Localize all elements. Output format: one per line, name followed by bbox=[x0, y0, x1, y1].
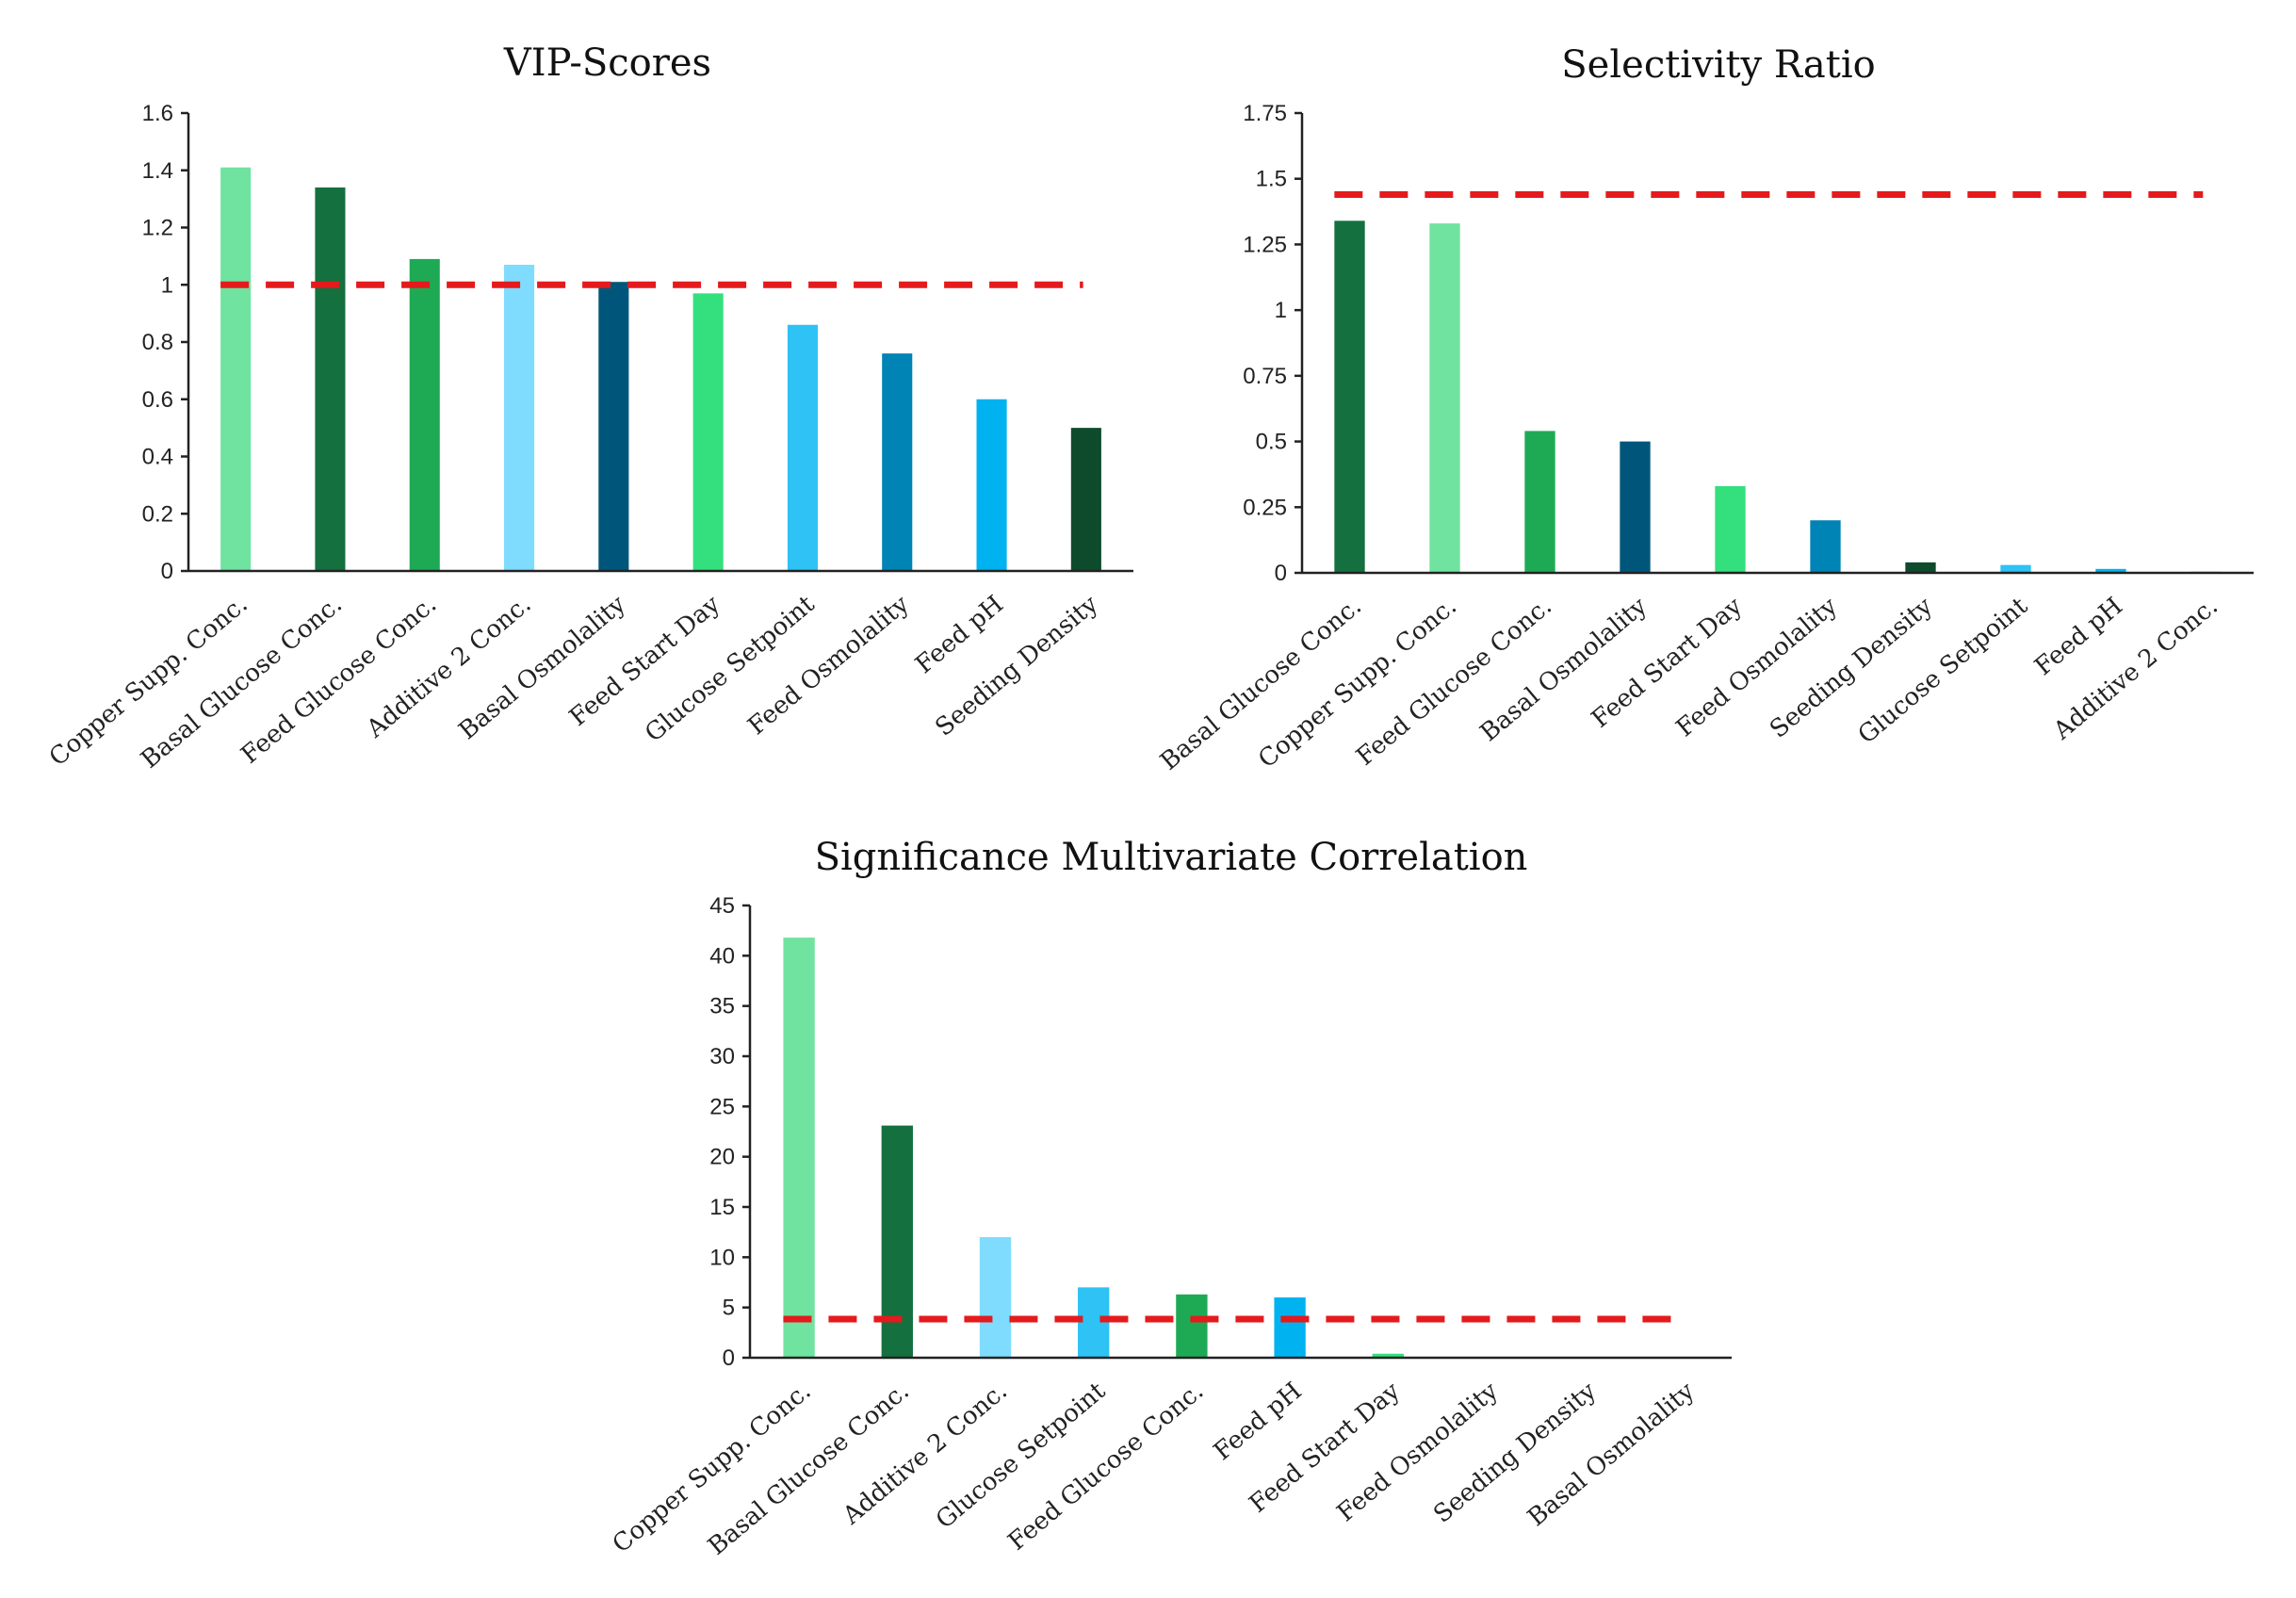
bar bbox=[2095, 568, 2126, 573]
chart-title: Selectivity Ratio bbox=[1561, 43, 1875, 87]
x-category-label: Glucose Setpoint bbox=[931, 1377, 1112, 1535]
y-tick-label: 1.5 bbox=[1256, 167, 1287, 192]
bar bbox=[220, 167, 252, 571]
bar bbox=[409, 258, 440, 571]
bar bbox=[1334, 220, 1365, 573]
y-tick-label: 30 bbox=[709, 1044, 735, 1069]
y-tick-label: 0.25 bbox=[1243, 495, 1287, 520]
y-tick-label: 40 bbox=[709, 943, 735, 969]
bar bbox=[1078, 1287, 1110, 1358]
x-category-label: Additive 2 Conc. bbox=[837, 1377, 1013, 1530]
selectivity-ratio-chart: Selectivity Ratio 0 0.25 0.5 0.75 1 1.25 1.5 1.7… bbox=[1155, 43, 2254, 776]
y-tick-label: 0.6 bbox=[142, 387, 173, 413]
y-tick-label: 1.25 bbox=[1243, 232, 1287, 257]
y-tick-label: 0.2 bbox=[142, 501, 173, 527]
y-tick-label: 1.4 bbox=[142, 158, 173, 184]
x-category-label: Basal Osmolality bbox=[454, 590, 631, 745]
bar bbox=[976, 399, 1007, 571]
significance-multivariate-correlation-chart: Significance Multivariate Correlation 0 5 1… bbox=[608, 836, 1732, 1561]
bar bbox=[1274, 1297, 1306, 1358]
y-tick-label: 0 bbox=[723, 1345, 735, 1371]
bar bbox=[1372, 1353, 1404, 1358]
y-tick-label: 1.75 bbox=[1243, 101, 1287, 126]
bar bbox=[1715, 485, 1746, 573]
bar bbox=[315, 187, 346, 571]
x-category-label: Basal Osmolality bbox=[1475, 592, 1653, 747]
x-category-label: Feed Glucose Conc. bbox=[1003, 1377, 1210, 1556]
chart-title: VIP-Scores bbox=[503, 41, 711, 85]
bar bbox=[881, 1125, 913, 1358]
y-tick-label: 1 bbox=[161, 272, 173, 298]
bar bbox=[2000, 564, 2031, 573]
y-tick-label: 15 bbox=[709, 1195, 735, 1220]
bar bbox=[787, 324, 818, 571]
x-category-label: Seeding Density bbox=[1765, 592, 1938, 743]
bar bbox=[1620, 441, 1651, 573]
bar bbox=[979, 1237, 1012, 1358]
y-tick-label: 20 bbox=[709, 1145, 735, 1170]
bar bbox=[882, 353, 913, 571]
y-tick-label: 0.5 bbox=[1256, 430, 1287, 455]
y-tick-label: 1.6 bbox=[142, 101, 173, 126]
x-category-label: Additive 2 Conc. bbox=[361, 590, 537, 743]
x-category-label: Seeding Density bbox=[1428, 1377, 1602, 1528]
y-tick-label: 10 bbox=[709, 1245, 735, 1270]
bar bbox=[1905, 562, 1936, 573]
x-category-label: Feed pH bbox=[1209, 1377, 1308, 1466]
x-category-label: Feed Osmolality bbox=[742, 590, 915, 741]
y-tick-label: 0 bbox=[1275, 561, 1287, 586]
bar bbox=[1176, 1294, 1208, 1358]
bar bbox=[692, 293, 724, 571]
bar bbox=[1810, 520, 1841, 573]
bar bbox=[1524, 431, 1555, 573]
x-category-label: Additive 2 Conc. bbox=[2047, 592, 2223, 745]
y-tick-label: 35 bbox=[709, 994, 735, 1019]
x-category-label: Glucose Setpoint bbox=[640, 590, 821, 748]
bar bbox=[598, 282, 629, 571]
x-category-label: Feed Osmolality bbox=[1671, 592, 1844, 742]
y-tick-label: 1 bbox=[1275, 298, 1287, 323]
bar bbox=[1070, 428, 1101, 571]
bar bbox=[783, 938, 815, 1358]
y-tick-label: 0.8 bbox=[142, 330, 173, 355]
y-tick-label: 25 bbox=[709, 1094, 735, 1119]
bar bbox=[1429, 223, 1460, 573]
y-tick-label: 5 bbox=[723, 1296, 735, 1321]
y-tick-label: 45 bbox=[709, 893, 735, 919]
bar bbox=[504, 264, 535, 571]
chart-title: Significance Multivariate Correlation bbox=[815, 836, 1528, 879]
x-category-label: Feed Osmolality bbox=[1332, 1377, 1505, 1527]
x-category-label: Glucose Setpoint bbox=[1853, 592, 2034, 750]
y-tick-label: 0.75 bbox=[1243, 364, 1287, 389]
y-tick-label: 1.2 bbox=[142, 216, 173, 241]
vip-scores-chart: VIP-Scores00.20.40.60.811.21.41.6Copper … bbox=[44, 41, 1133, 775]
y-tick-label: 0 bbox=[161, 559, 173, 584]
y-tick-label: 0.4 bbox=[142, 445, 173, 470]
x-category-label: Basal Osmolality bbox=[1523, 1377, 1700, 1532]
x-category-label: Seeding Density bbox=[930, 590, 1103, 742]
